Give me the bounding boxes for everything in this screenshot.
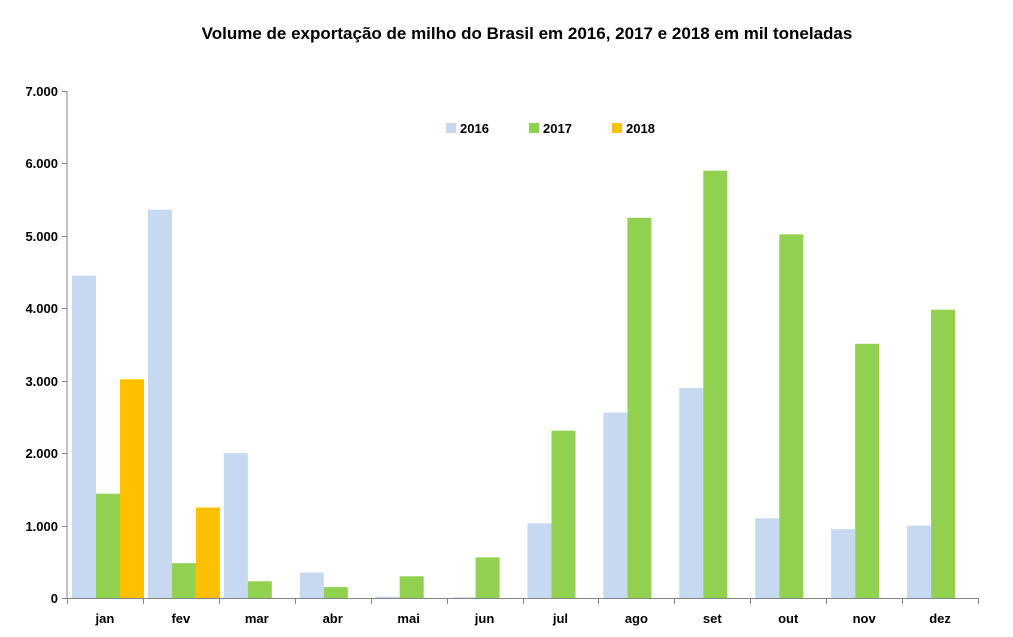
y-tick-label: 3.000 xyxy=(25,374,58,389)
bar-2016-jun xyxy=(451,597,476,598)
y-tick-label: 6.000 xyxy=(25,156,58,171)
bar-2017-jan xyxy=(96,493,120,598)
bar-2017-out xyxy=(779,234,804,598)
y-tick-label: 4.000 xyxy=(25,301,58,316)
bar-2018-fev xyxy=(195,507,220,598)
y-tick-label: 1.000 xyxy=(25,519,58,534)
y-axis: 0 1.000 2.000 3.000 4.000 5.000 6.000 7.000 xyxy=(25,84,68,606)
x-tick-label: set xyxy=(703,611,722,626)
x-tick-label: nov xyxy=(853,611,877,626)
legend-label-2016: 2016 xyxy=(460,121,489,136)
x-axis: jan fev mar abr mai jun jul ago set out nov dez xyxy=(67,598,979,626)
bar-2016-abr xyxy=(299,572,324,598)
bar-2016-ago xyxy=(603,412,628,598)
x-tick-label: fev xyxy=(171,611,191,626)
y-tick-label: 7.000 xyxy=(25,84,58,99)
y-tick-label: 0 xyxy=(51,591,58,606)
legend-label-2017: 2017 xyxy=(543,121,572,136)
x-tick-label: mai xyxy=(397,611,419,626)
bar-2016-dez xyxy=(907,525,932,598)
bar-2016-mai xyxy=(375,596,400,598)
legend-swatch-2016 xyxy=(446,123,456,133)
bar-2017-ago xyxy=(627,217,652,599)
legend: 2016 2017 2018 xyxy=(446,121,655,136)
bar-2016-mar xyxy=(223,453,248,598)
x-tick-label: abr xyxy=(323,611,343,626)
x-tick-label: jul xyxy=(552,611,568,626)
y-tick-label: 5.000 xyxy=(25,229,58,244)
bar-2017-fev xyxy=(171,563,196,598)
bar-2016-set xyxy=(679,388,704,598)
bar-2017-set xyxy=(703,170,728,598)
chart-title: Volume de exportação de milho do Brasil … xyxy=(202,24,853,43)
bar-2017-dez xyxy=(931,309,956,598)
bar-2017-abr xyxy=(323,587,348,598)
bar-2018-jan xyxy=(120,379,144,598)
x-tick-label: ago xyxy=(625,611,648,626)
x-tick-label: jun xyxy=(474,611,495,626)
legend-swatch-2018 xyxy=(612,123,622,133)
legend-label-2018: 2018 xyxy=(626,121,655,136)
bar-2016-jul xyxy=(527,523,552,598)
bar-2016-nov xyxy=(831,529,856,598)
bar-2016-jan xyxy=(72,275,96,598)
x-tick-label: mar xyxy=(245,611,269,626)
bar-2017-mai xyxy=(399,576,424,598)
x-tick-label: out xyxy=(778,611,799,626)
bar-2017-mar xyxy=(247,581,272,598)
bar-2016-fev xyxy=(147,209,172,599)
bars xyxy=(72,170,956,599)
bar-2017-jun xyxy=(475,557,500,598)
bar-2017-nov xyxy=(855,343,880,598)
x-tick-label: dez xyxy=(929,611,951,626)
y-tick-label: 2.000 xyxy=(25,446,58,461)
legend-swatch-2017 xyxy=(529,123,539,133)
bar-2017-jul xyxy=(551,430,576,598)
x-tick-label: jan xyxy=(95,611,115,626)
bar-2016-out xyxy=(755,518,780,598)
